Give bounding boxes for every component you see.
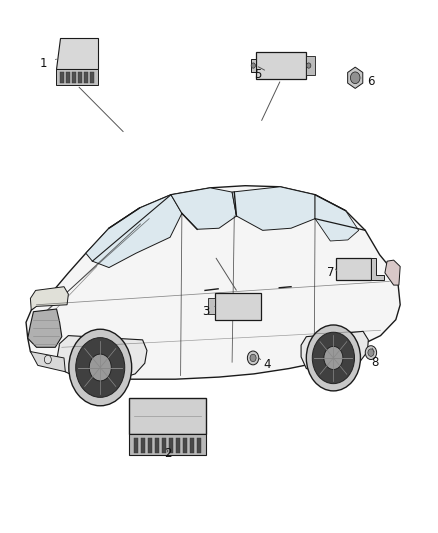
Circle shape (251, 63, 255, 68)
FancyBboxPatch shape (256, 52, 306, 79)
Bar (155, 438, 159, 453)
Text: 7: 7 (327, 266, 334, 279)
Bar (90, 72, 94, 83)
Circle shape (312, 332, 354, 384)
Circle shape (89, 354, 111, 381)
Polygon shape (57, 38, 98, 69)
Circle shape (76, 337, 125, 398)
Bar (208, 298, 215, 314)
Bar (251, 59, 256, 72)
Polygon shape (171, 188, 237, 229)
Text: 6: 6 (367, 75, 374, 88)
Circle shape (44, 356, 51, 364)
Circle shape (69, 329, 132, 406)
Polygon shape (385, 260, 400, 285)
FancyBboxPatch shape (129, 398, 206, 434)
Text: 1: 1 (40, 57, 47, 70)
Bar (84, 72, 88, 83)
Polygon shape (30, 287, 68, 310)
Circle shape (247, 351, 259, 365)
Bar (306, 56, 315, 75)
Bar (60, 72, 64, 83)
Bar (183, 438, 187, 453)
Polygon shape (57, 336, 147, 381)
Bar (190, 438, 194, 453)
Circle shape (350, 72, 360, 84)
Text: 4: 4 (263, 358, 271, 372)
Bar (162, 438, 166, 453)
Bar (78, 72, 82, 83)
Bar (134, 438, 138, 453)
Text: 2: 2 (164, 447, 171, 460)
FancyBboxPatch shape (57, 69, 98, 85)
Circle shape (306, 325, 360, 391)
Polygon shape (348, 67, 363, 88)
FancyBboxPatch shape (215, 293, 261, 320)
Text: 8: 8 (371, 356, 379, 369)
Bar (197, 438, 201, 453)
Circle shape (250, 354, 256, 362)
Circle shape (368, 349, 374, 357)
FancyBboxPatch shape (336, 258, 371, 280)
Text: 3: 3 (202, 305, 210, 318)
Text: 5: 5 (254, 68, 262, 80)
Circle shape (307, 63, 311, 68)
Polygon shape (301, 332, 368, 372)
Polygon shape (30, 352, 65, 372)
FancyBboxPatch shape (129, 434, 206, 455)
Bar (176, 438, 180, 453)
Polygon shape (371, 258, 385, 280)
Polygon shape (315, 195, 359, 241)
Bar (72, 72, 76, 83)
Polygon shape (28, 309, 62, 348)
Bar (148, 438, 152, 453)
Bar (306, 59, 311, 72)
Polygon shape (26, 185, 400, 379)
Bar (66, 72, 70, 83)
Polygon shape (232, 187, 315, 230)
Polygon shape (86, 195, 182, 268)
Bar (169, 438, 173, 453)
Circle shape (324, 346, 343, 369)
Bar (141, 438, 145, 453)
Circle shape (365, 346, 377, 360)
